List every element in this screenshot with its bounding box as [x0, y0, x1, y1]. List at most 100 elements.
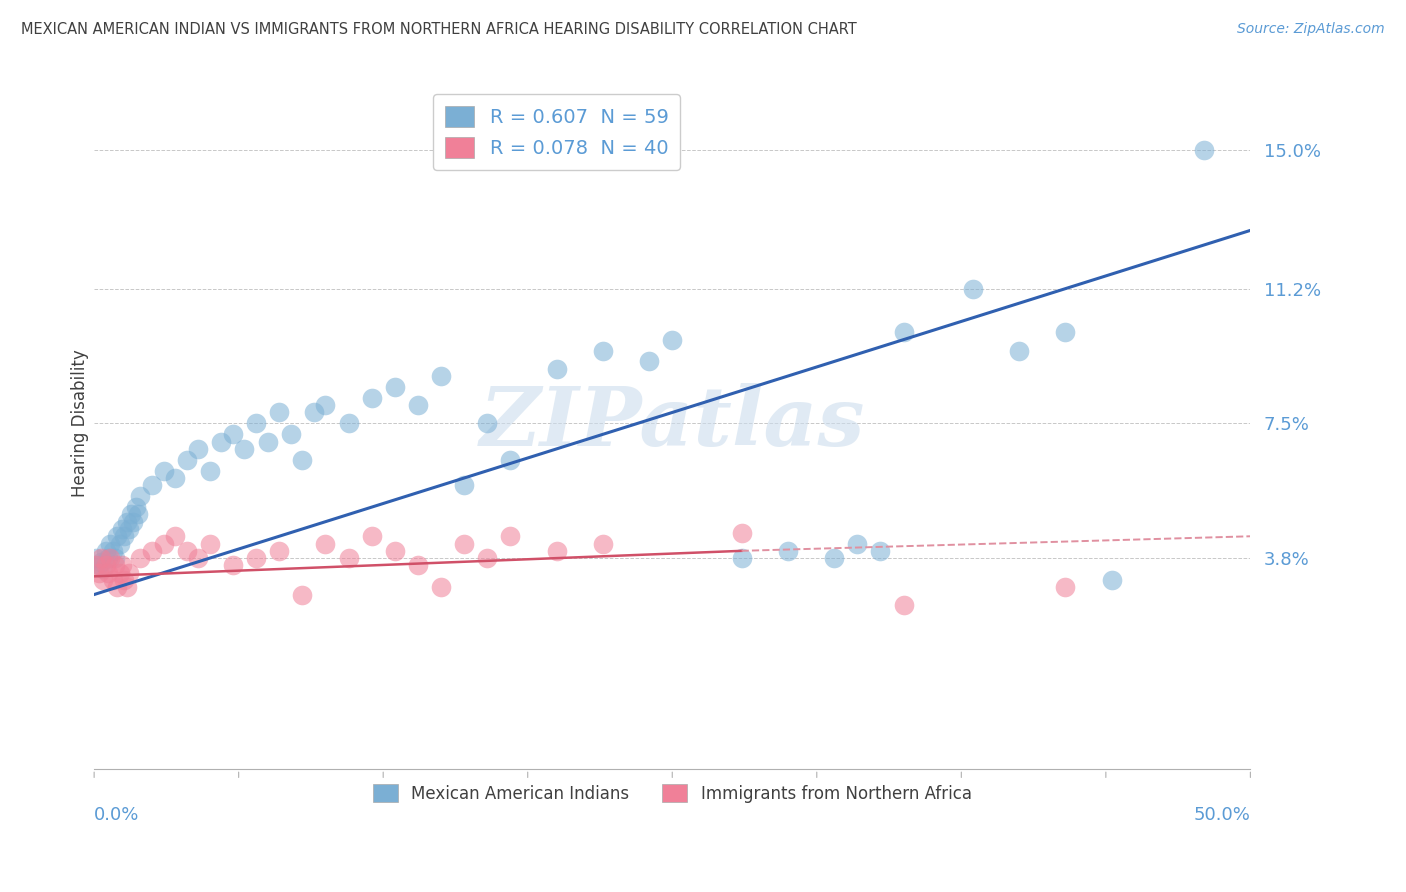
- Point: [477, 551, 499, 566]
- Point: [269, 405, 291, 419]
- Point: [1192, 143, 1215, 157]
- Point: [112, 529, 135, 543]
- Point: [209, 434, 232, 449]
- Point: [86, 558, 108, 573]
- Point: [90, 555, 112, 569]
- Point: [118, 522, 141, 536]
- Point: [1008, 343, 1031, 358]
- Point: [127, 508, 149, 522]
- Point: [101, 573, 124, 587]
- Point: [1054, 326, 1077, 340]
- Point: [104, 551, 127, 566]
- Point: [337, 417, 360, 431]
- Point: [111, 522, 134, 536]
- Point: [115, 580, 138, 594]
- Point: [98, 551, 121, 566]
- Point: [176, 544, 198, 558]
- Point: [86, 551, 108, 566]
- Point: [233, 442, 256, 456]
- Point: [453, 536, 475, 550]
- Point: [893, 326, 915, 340]
- Point: [87, 558, 110, 573]
- Text: 50.0%: 50.0%: [1194, 805, 1250, 823]
- Point: [118, 566, 141, 580]
- Point: [499, 452, 522, 467]
- Point: [823, 551, 845, 566]
- Point: [98, 536, 121, 550]
- Point: [187, 442, 209, 456]
- Point: [499, 529, 522, 543]
- Point: [129, 489, 152, 503]
- Point: [337, 551, 360, 566]
- Point: [869, 544, 891, 558]
- Point: [384, 544, 406, 558]
- Point: [302, 405, 325, 419]
- Point: [314, 536, 336, 550]
- Point: [730, 525, 752, 540]
- Point: [141, 478, 163, 492]
- Point: [406, 398, 429, 412]
- Point: [198, 536, 221, 550]
- Point: [93, 562, 115, 576]
- Text: 0.0%: 0.0%: [94, 805, 139, 823]
- Point: [165, 529, 187, 543]
- Point: [112, 573, 135, 587]
- Point: [97, 566, 120, 580]
- Text: Source: ZipAtlas.com: Source: ZipAtlas.com: [1237, 22, 1385, 37]
- Point: [152, 464, 174, 478]
- Point: [245, 551, 267, 566]
- Point: [115, 515, 138, 529]
- Point: [122, 515, 145, 529]
- Legend: Mexican American Indians, Immigrants from Northern Africa: Mexican American Indians, Immigrants fro…: [366, 778, 979, 809]
- Point: [222, 427, 245, 442]
- Y-axis label: Hearing Disability: Hearing Disability: [72, 350, 89, 497]
- Point: [165, 471, 187, 485]
- Point: [430, 369, 453, 384]
- Point: [592, 343, 614, 358]
- Point: [384, 380, 406, 394]
- Point: [360, 529, 382, 543]
- Point: [90, 551, 112, 566]
- Point: [105, 529, 128, 543]
- Point: [152, 536, 174, 550]
- Point: [453, 478, 475, 492]
- Point: [546, 544, 568, 558]
- Point: [291, 452, 314, 467]
- Point: [776, 544, 799, 558]
- Point: [108, 566, 131, 580]
- Point: [256, 434, 278, 449]
- Point: [962, 282, 984, 296]
- Point: [245, 417, 267, 431]
- Point: [546, 361, 568, 376]
- Point: [125, 500, 148, 515]
- Point: [141, 544, 163, 558]
- Point: [477, 417, 499, 431]
- Point: [94, 558, 117, 573]
- Point: [108, 536, 131, 550]
- Point: [187, 551, 209, 566]
- Point: [105, 580, 128, 594]
- Point: [198, 464, 221, 478]
- Point: [1054, 580, 1077, 594]
- Point: [101, 544, 124, 558]
- Point: [406, 558, 429, 573]
- Point: [97, 551, 120, 566]
- Point: [269, 544, 291, 558]
- Point: [120, 508, 142, 522]
- Point: [661, 333, 683, 347]
- Point: [87, 566, 110, 580]
- Point: [730, 551, 752, 566]
- Point: [280, 427, 302, 442]
- Point: [93, 573, 115, 587]
- Point: [291, 588, 314, 602]
- Point: [314, 398, 336, 412]
- Point: [638, 354, 661, 368]
- Point: [111, 558, 134, 573]
- Point: [94, 544, 117, 558]
- Point: [430, 580, 453, 594]
- Point: [129, 551, 152, 566]
- Point: [176, 452, 198, 467]
- Point: [592, 536, 614, 550]
- Point: [104, 558, 127, 573]
- Point: [846, 536, 869, 550]
